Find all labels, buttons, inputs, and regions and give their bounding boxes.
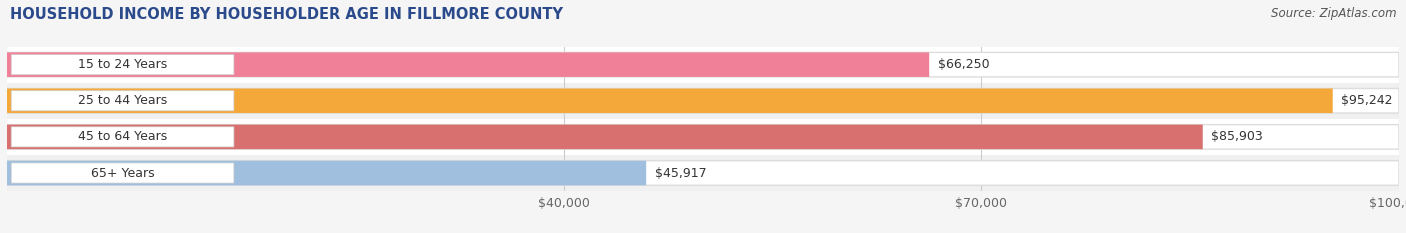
Text: 15 to 24 Years: 15 to 24 Years <box>77 58 167 71</box>
FancyBboxPatch shape <box>7 125 1399 149</box>
FancyBboxPatch shape <box>7 89 1399 113</box>
FancyBboxPatch shape <box>7 161 647 185</box>
FancyBboxPatch shape <box>7 52 929 77</box>
FancyBboxPatch shape <box>11 163 233 183</box>
Text: Source: ZipAtlas.com: Source: ZipAtlas.com <box>1271 7 1396 20</box>
Text: $95,242: $95,242 <box>1341 94 1392 107</box>
Text: $45,917: $45,917 <box>655 167 706 179</box>
Bar <box>7 119 1399 155</box>
FancyBboxPatch shape <box>11 55 233 75</box>
Text: 25 to 44 Years: 25 to 44 Years <box>77 94 167 107</box>
Text: 45 to 64 Years: 45 to 64 Years <box>77 130 167 143</box>
FancyBboxPatch shape <box>7 52 1399 77</box>
Text: 65+ Years: 65+ Years <box>91 167 155 179</box>
FancyBboxPatch shape <box>7 125 1202 149</box>
FancyBboxPatch shape <box>7 89 1333 113</box>
Text: HOUSEHOLD INCOME BY HOUSEHOLDER AGE IN FILLMORE COUNTY: HOUSEHOLD INCOME BY HOUSEHOLDER AGE IN F… <box>10 7 562 22</box>
Bar <box>7 155 1399 191</box>
FancyBboxPatch shape <box>11 91 233 111</box>
FancyBboxPatch shape <box>7 161 1399 185</box>
Bar <box>7 83 1399 119</box>
Bar <box>7 47 1399 83</box>
Text: $85,903: $85,903 <box>1211 130 1263 143</box>
FancyBboxPatch shape <box>11 127 233 147</box>
Text: $66,250: $66,250 <box>938 58 990 71</box>
